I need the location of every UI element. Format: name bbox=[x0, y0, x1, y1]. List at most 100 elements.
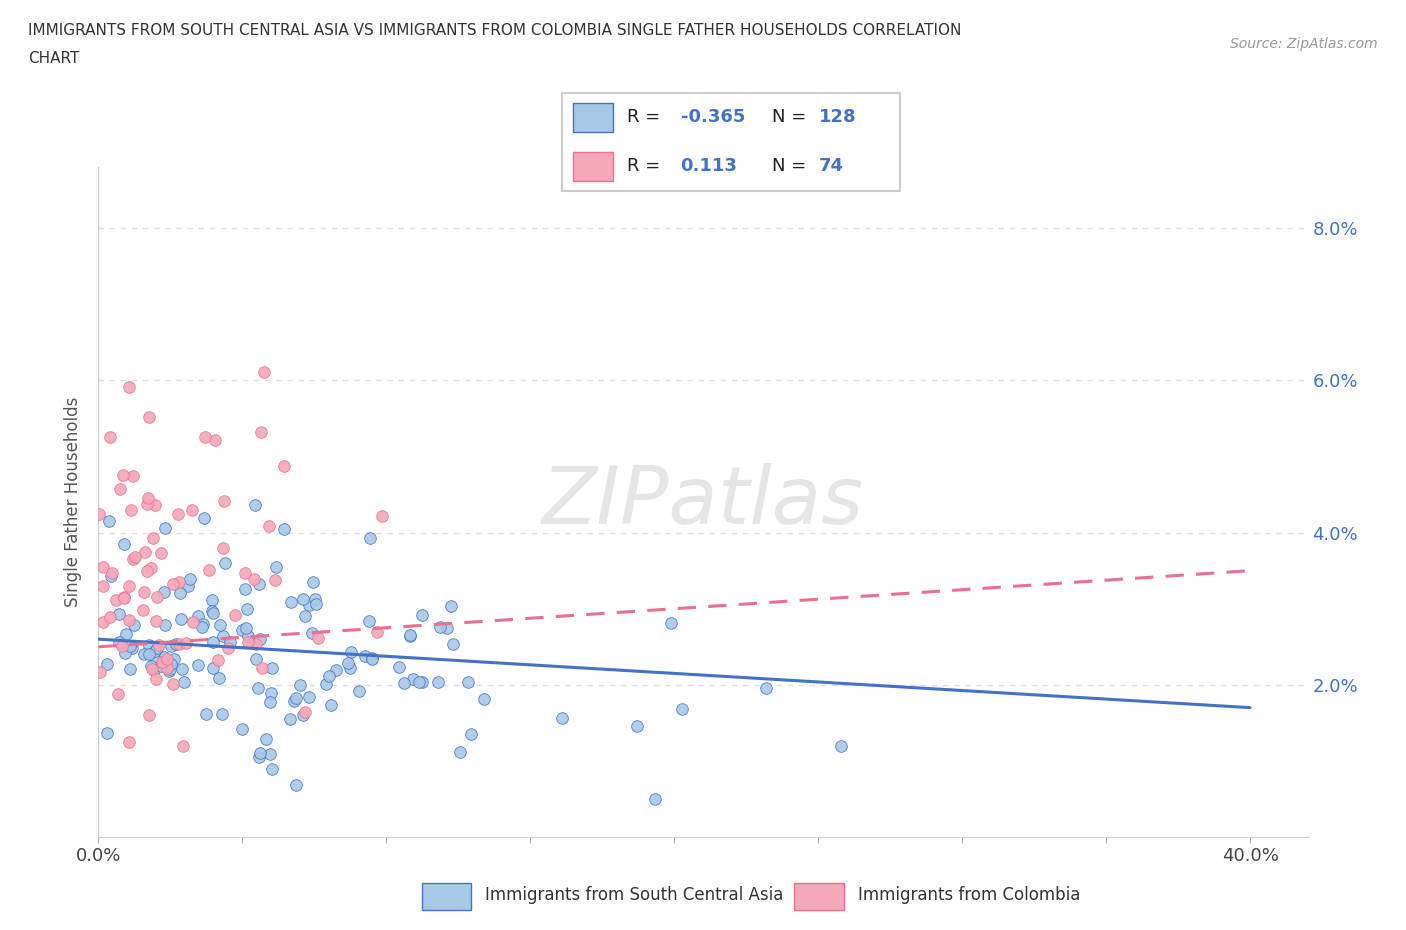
Point bbox=[394, 676, 416, 691]
Point bbox=[91, 560, 114, 575]
Point bbox=[233, 582, 256, 597]
Point bbox=[202, 634, 225, 649]
Point bbox=[97, 513, 120, 528]
Point bbox=[231, 623, 253, 638]
Point bbox=[249, 750, 271, 764]
Text: N =: N = bbox=[772, 109, 806, 126]
Point bbox=[644, 791, 666, 806]
Point bbox=[408, 674, 430, 689]
Point bbox=[134, 545, 156, 560]
Point bbox=[449, 744, 471, 759]
Point bbox=[187, 608, 209, 623]
Point bbox=[167, 507, 190, 522]
Point bbox=[402, 672, 425, 687]
Point bbox=[153, 618, 176, 632]
Point bbox=[108, 634, 131, 649]
Point bbox=[301, 626, 323, 641]
Point bbox=[201, 604, 224, 618]
Point bbox=[162, 577, 184, 591]
Point bbox=[162, 676, 184, 691]
Point bbox=[141, 561, 163, 576]
Point bbox=[259, 694, 281, 709]
Point bbox=[429, 619, 451, 634]
Point bbox=[181, 615, 204, 630]
Point bbox=[149, 546, 172, 561]
Point bbox=[193, 511, 215, 525]
Point bbox=[318, 669, 340, 684]
Point bbox=[659, 616, 682, 631]
Point bbox=[243, 572, 266, 587]
Point bbox=[321, 698, 343, 712]
Point bbox=[145, 671, 167, 686]
Point bbox=[550, 711, 572, 725]
Point bbox=[245, 637, 267, 652]
Point bbox=[360, 650, 382, 665]
Point bbox=[87, 506, 110, 521]
Point bbox=[122, 618, 145, 632]
Point bbox=[150, 654, 173, 669]
Point bbox=[354, 649, 377, 664]
Point bbox=[266, 560, 288, 575]
Point bbox=[252, 660, 274, 675]
Point bbox=[626, 719, 648, 734]
Point bbox=[145, 644, 167, 658]
Point bbox=[755, 681, 778, 696]
Point bbox=[214, 556, 236, 571]
Text: 74: 74 bbox=[818, 157, 844, 175]
Point bbox=[180, 502, 202, 517]
Point bbox=[112, 537, 135, 551]
Point bbox=[134, 647, 156, 662]
Point bbox=[169, 636, 191, 651]
Point bbox=[145, 590, 167, 604]
Point bbox=[231, 722, 253, 737]
Point bbox=[194, 707, 217, 722]
Point bbox=[411, 607, 433, 622]
Point bbox=[89, 664, 111, 679]
Point bbox=[150, 658, 173, 673]
Point bbox=[257, 519, 280, 534]
Point bbox=[298, 690, 321, 705]
Point bbox=[138, 410, 160, 425]
Point bbox=[100, 568, 122, 583]
Point bbox=[273, 458, 295, 473]
Point bbox=[191, 617, 214, 631]
Point bbox=[118, 661, 141, 676]
Point bbox=[197, 563, 219, 578]
Point bbox=[291, 707, 314, 722]
Point bbox=[201, 592, 224, 607]
Point bbox=[98, 430, 121, 445]
Point bbox=[112, 590, 135, 604]
Text: N =: N = bbox=[772, 157, 806, 175]
Point bbox=[187, 658, 209, 672]
Point bbox=[176, 636, 198, 651]
Point bbox=[212, 628, 235, 643]
Point bbox=[152, 650, 174, 665]
Point bbox=[208, 671, 231, 685]
Point bbox=[120, 638, 142, 653]
Point bbox=[122, 468, 145, 483]
Text: 0.113: 0.113 bbox=[681, 157, 737, 175]
Point bbox=[294, 608, 316, 623]
Point bbox=[460, 726, 482, 741]
Point bbox=[218, 634, 240, 649]
Point bbox=[108, 606, 131, 621]
Point bbox=[96, 725, 118, 740]
Point bbox=[124, 550, 146, 565]
Point bbox=[366, 625, 388, 640]
Point bbox=[157, 664, 180, 679]
Point bbox=[204, 432, 226, 447]
Point bbox=[217, 640, 239, 655]
Point bbox=[302, 575, 325, 590]
Text: -0.365: -0.365 bbox=[681, 109, 745, 126]
Point bbox=[236, 628, 259, 643]
Point bbox=[315, 676, 337, 691]
Point bbox=[262, 762, 284, 777]
Point bbox=[135, 564, 157, 578]
Point bbox=[156, 651, 179, 666]
Text: Source: ZipAtlas.com: Source: ZipAtlas.com bbox=[1230, 37, 1378, 51]
Point bbox=[340, 645, 363, 660]
Text: Immigrants from Colombia: Immigrants from Colombia bbox=[858, 886, 1080, 904]
Point bbox=[172, 738, 194, 753]
Point bbox=[177, 578, 200, 593]
Point bbox=[191, 619, 214, 634]
